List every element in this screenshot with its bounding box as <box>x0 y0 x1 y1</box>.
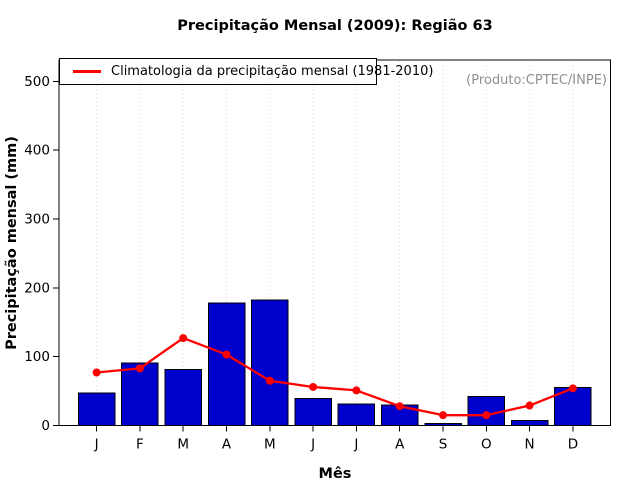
y-tick-label-100: 100 <box>24 349 50 365</box>
climatology-point-J6 <box>352 386 361 395</box>
climatology-point-A7 <box>395 402 404 411</box>
legend: Climatologia da precipitação mensal (198… <box>59 58 433 85</box>
x-tick-label-J6: J <box>353 437 358 453</box>
precip-bar-N10 <box>510 420 549 426</box>
climatology-line <box>96 336 574 417</box>
chart-title: Precipitação Mensal (2009): Região 63 <box>177 18 493 34</box>
source-annotation: (Produto:CPTEC/INPE) <box>466 73 607 88</box>
x-tick-label-M2: M <box>177 437 189 453</box>
x-tick-label-A3: A <box>222 437 232 453</box>
y-tick-label-300: 300 <box>24 212 50 228</box>
climatology-point-M4 <box>265 376 274 385</box>
climatology-point-S8 <box>439 411 447 420</box>
climatology-point-M2 <box>179 334 188 343</box>
precip-bar-A3 <box>207 302 246 426</box>
climatology-point-A3 <box>222 350 231 359</box>
climatology-point-O9 <box>482 411 491 420</box>
precip-bar-M4 <box>251 299 289 426</box>
x-tick-label-J0: J <box>94 437 99 453</box>
precip-bar-O9 <box>467 396 506 426</box>
x-tick-label-S8: S <box>439 437 448 453</box>
precip-bar-J5 <box>294 398 332 426</box>
x-tick-label-J5: J <box>310 437 315 453</box>
x-tick-label-M4: M <box>264 437 276 453</box>
precip-bar-M2 <box>164 369 202 426</box>
x-axis-title: Mês <box>318 466 352 482</box>
precip-bar-J6 <box>337 403 376 426</box>
y-axis-title: Precipitação mensal (mm) <box>4 136 20 350</box>
precip-bar-J0 <box>77 392 116 426</box>
y-tick-label-0: 0 <box>41 418 50 434</box>
y-tick-label-400: 400 <box>24 143 50 159</box>
legend-red-line-swatch <box>73 70 101 73</box>
climatology-point-F1 <box>135 364 144 373</box>
x-tick-label-A7: A <box>395 437 405 453</box>
climatology-point-J5 <box>309 382 318 391</box>
x-tick-label-N10: N <box>525 437 535 453</box>
climatology-point-J0 <box>92 368 101 377</box>
x-tick-label-O9: O <box>481 437 492 453</box>
climatology-point-N10 <box>525 401 534 410</box>
y-tick-label-500: 500 <box>24 74 50 90</box>
climatology-point-D11 <box>568 384 577 393</box>
x-tick-label-F1: F <box>136 437 144 453</box>
y-tick-label-200: 200 <box>24 280 50 296</box>
x-tick-label-D11: D <box>568 437 578 453</box>
legend-label: Climatologia da precipitação mensal (198… <box>111 64 434 79</box>
